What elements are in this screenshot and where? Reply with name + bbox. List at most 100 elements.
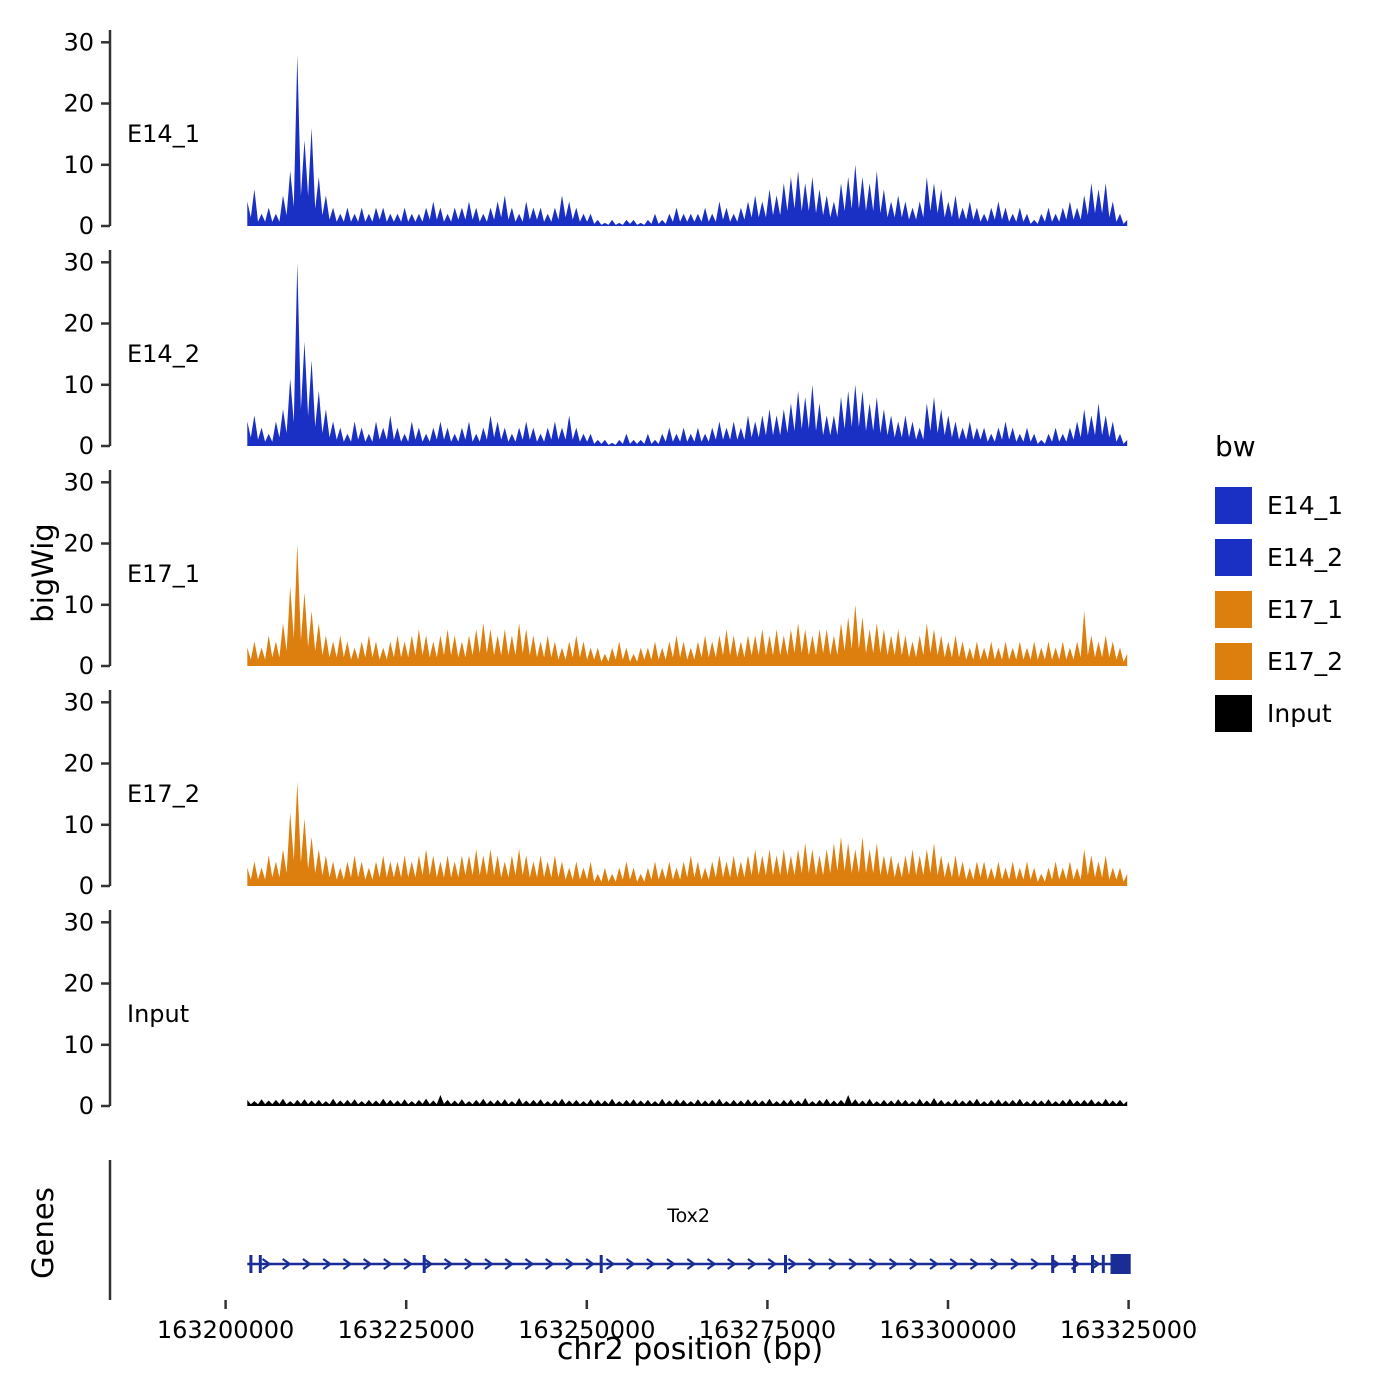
signal-area-E14_1 [247,54,1128,226]
legend-entry: E14_2 [1215,531,1343,583]
x-tick-label: 163300000 [879,1316,1016,1344]
strand-arrow [888,1258,899,1270]
y-tick-label: 30 [63,468,94,496]
legend-label: E14_2 [1267,542,1344,572]
strand-arrow [443,1258,454,1270]
track-panel-E17_1: 0 10 20 30 E17_1 [63,468,1128,680]
strand-arrow [686,1258,697,1270]
strand-arrow [727,1258,737,1270]
x-tick-label: 163200000 [157,1316,294,1344]
genes-panel: Tox2 [108,1160,1131,1300]
y-tick-label: 20 [63,90,94,118]
strand-arrow [807,1258,818,1270]
strand-arrow [929,1258,939,1270]
legend-entry: E17_1 [1215,583,1343,635]
strand-arrow [282,1258,292,1270]
strand-arrow [342,1258,353,1270]
legend-label: Input [1267,698,1332,728]
strand-arrow [565,1258,575,1270]
strand-arrow [848,1258,858,1270]
track-panel-E17_2: 0 10 20 30 E17_2 [63,688,1128,900]
legend-swatch-E14_2 [1215,538,1252,576]
y-tick-label: 20 [63,970,94,998]
strand-arrow [524,1258,535,1270]
y-tick-label: 0 [79,652,94,680]
legend-label: E17_2 [1267,646,1344,676]
strand-arrow [767,1258,778,1270]
strand-arrow [504,1258,515,1270]
signal-area-E17_2 [247,781,1128,886]
track-label-E17_1: E17_1 [127,560,200,588]
strand-arrow [464,1258,474,1270]
y-tick-label: 0 [79,432,94,460]
strand-arrow [1091,1258,1101,1270]
legend-entry: Input [1215,687,1343,739]
legend-entry: E14_1 [1215,479,1343,531]
x-axis: 163200000 163225000 163250000 163275000 1633… [157,1300,1197,1344]
strand-arrow [322,1258,333,1270]
strand-arrow [302,1258,312,1270]
legend-swatch-E17_2 [1215,642,1252,680]
legend-entry: E17_2 [1215,635,1343,687]
strand-arrow [666,1258,676,1270]
legend-title: bw [1215,430,1256,463]
strand-arrow [868,1258,879,1270]
legend: bw E14_1 E14_2 E17_1 E17_2 Input [1215,430,1343,739]
x-tick-label: 163275000 [699,1316,836,1344]
y-tick-label: 30 [63,248,94,276]
track-panel-E14_1: 0 10 20 30 E14_1 [63,28,1128,240]
y-tick-label: 0 [79,1092,94,1120]
legend-label: E14_1 [1267,490,1344,520]
strand-arrow [1030,1258,1040,1270]
y-tick-label: 30 [63,28,94,56]
track-label-E14_2: E14_2 [127,340,200,368]
strand-arrow [990,1258,1000,1270]
y-tick-label: 20 [63,310,94,338]
strand-arrow [403,1258,413,1270]
y-tick-label: 20 [63,530,94,558]
signal-area-E14_2 [247,262,1128,446]
track-label-E17_2: E17_2 [127,780,200,808]
y-tick-label: 0 [79,212,94,240]
strand-arrow [949,1258,960,1270]
strand-arrow [484,1258,494,1270]
x-tick-label: 163325000 [1060,1316,1197,1344]
strand-arrow [261,1258,272,1270]
strand-arrow [909,1258,919,1270]
legend-swatch-Input [1215,694,1252,732]
strand-arrow [787,1258,798,1270]
legend-swatch-E17_1 [1215,590,1252,628]
track-panel-Input: 0 10 20 30 Input [63,908,1128,1120]
y-tick-label: 10 [63,151,94,179]
track-panel-E14_2: 0 10 20 30 E14_2 [63,248,1128,460]
strand-arrow [1010,1258,1020,1270]
genes-axis-label: Genes [26,1187,60,1279]
strand-arrow [545,1258,555,1270]
signal-area-Input [247,1095,1128,1106]
y-tick-label: 30 [63,908,94,936]
strand-arrow [969,1258,980,1270]
legend-swatch-E14_1 [1215,486,1252,524]
x-tick-label: 163225000 [337,1316,474,1344]
strand-arrow [706,1258,717,1270]
y-tick-label: 10 [63,591,94,619]
bigwig-axis-label: bigWig [26,523,60,623]
x-tick-label: 163250000 [518,1316,655,1344]
y-tick-label: 0 [79,872,94,900]
track-label-E14_1: E14_1 [127,120,200,148]
y-tick-label: 10 [63,371,94,399]
y-tick-label: 10 [63,811,94,839]
strand-arrow [383,1258,393,1270]
y-tick-label: 20 [63,750,94,778]
y-tick-label: 30 [63,688,94,716]
strand-arrow [362,1258,373,1270]
strand-arrow [605,1258,616,1270]
strand-arrow [747,1258,757,1270]
legend-label: E17_1 [1267,594,1344,624]
signal-area-E17_1 [247,543,1128,666]
x-axis-title: chr2 position (bp) [556,1332,824,1367]
strand-arrow [828,1258,838,1270]
strand-arrow [585,1258,595,1270]
